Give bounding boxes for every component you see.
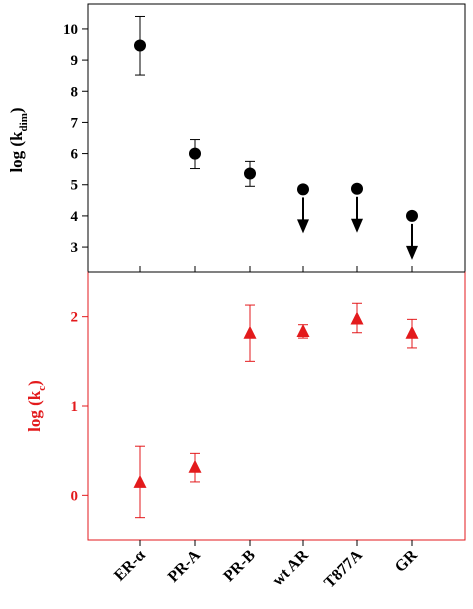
top-data-marks (134, 15, 418, 260)
bottom-data-marks (133, 302, 419, 519)
bottom-y-axis-title-main: log (k (25, 390, 44, 432)
bottom-point-2 (188, 452, 202, 483)
top-y-tick-label: 7 (71, 115, 79, 131)
bottom-y-ticks: 0 1 2 (71, 310, 88, 504)
data-point (406, 209, 418, 222)
bottom-point-6 (405, 318, 419, 349)
bottom-point-1 (133, 445, 147, 519)
top-y-axis-title: log (kdim) (7, 107, 30, 172)
top-y-axis-title-end: ) (7, 107, 26, 113)
bottom-panel: 0 1 2 log (kc) (25, 271, 466, 546)
top-point-5 (351, 182, 363, 233)
bottom-y-tick-label: 2 (71, 310, 79, 326)
upper-limit-arrow-head (297, 219, 309, 234)
bottom-point-5 (350, 302, 364, 334)
top-y-tick-label: 5 (71, 178, 79, 194)
data-point (134, 39, 146, 52)
data-point (133, 474, 147, 488)
x-category-label: wt AR (269, 546, 312, 589)
bottom-y-axis-title-sub: c (36, 386, 48, 391)
bottom-plot-frame (87, 271, 466, 541)
top-point-4 (297, 183, 309, 234)
data-point (351, 182, 363, 195)
top-y-tick-label: 8 (71, 84, 79, 100)
top-y-axis-title-sub: dim (18, 113, 30, 131)
top-y-tick-label: 10 (63, 22, 78, 38)
x-category-label: PR-A (165, 546, 204, 585)
bottom-point-3 (243, 304, 257, 362)
top-panel: 3 4 5 6 7 8 9 10 log (kdim) (7, 3, 466, 273)
bottom-y-axis-title-end: ) (25, 380, 44, 386)
top-point-2 (189, 139, 201, 170)
upper-limit-arrow-head (351, 218, 363, 233)
data-point (350, 311, 364, 325)
upper-limit-arrow-head (406, 245, 418, 260)
x-category-labels: ER-α PR-A PR-B wt AR T877A GR (111, 546, 421, 591)
x-category-label: ER-α (111, 547, 149, 585)
data-point (189, 147, 201, 160)
top-y-tick-label: 4 (71, 209, 79, 225)
bottom-point-4 (296, 323, 310, 339)
x-category-label: GR (392, 546, 421, 575)
top-y-axis-title-main: log (k (7, 131, 26, 173)
data-point (296, 323, 310, 337)
top-point-6 (406, 209, 418, 260)
data-point (244, 167, 256, 180)
top-y-ticks: 3 4 5 6 7 8 9 10 (63, 22, 88, 256)
data-point (243, 325, 257, 339)
top-x-ticks (139, 266, 413, 272)
top-point-1 (134, 15, 146, 76)
top-y-tick-label: 9 (71, 53, 79, 69)
top-point-3 (244, 160, 256, 187)
x-category-label: T877A (321, 546, 366, 591)
data-point (188, 459, 202, 473)
data-point (405, 325, 419, 339)
data-point (297, 183, 309, 196)
bottom-x-ticks (139, 540, 413, 546)
bottom-y-tick-label: 0 (71, 488, 79, 504)
bottom-y-tick-label: 1 (71, 399, 79, 415)
x-category-label: PR-B (220, 547, 259, 586)
bottom-y-axis-title: log (kc) (25, 380, 48, 432)
top-y-tick-label: 6 (71, 147, 79, 163)
top-y-tick-label: 3 (71, 240, 79, 256)
